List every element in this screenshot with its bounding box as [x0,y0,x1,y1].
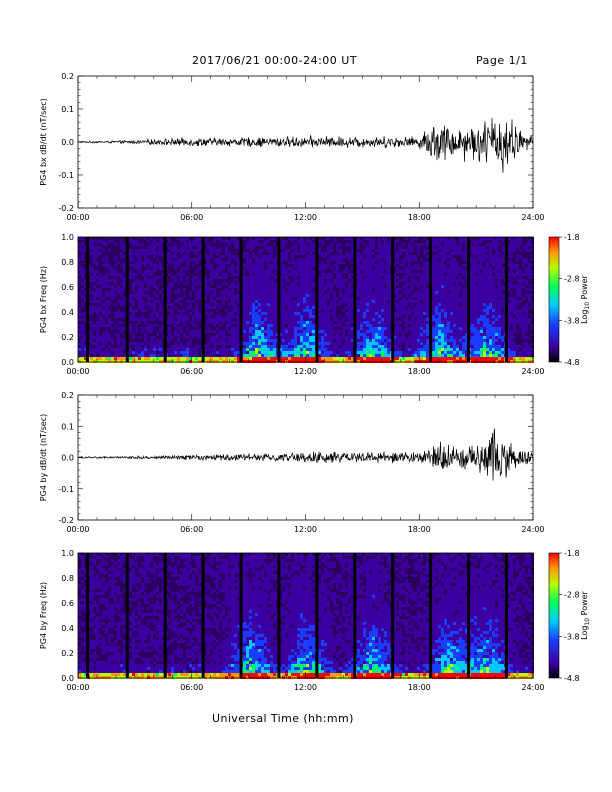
data-gap-stripe [125,237,129,362]
x-tick-label: 06:00 [180,683,203,692]
chart-panel-2: -1.8 -2.8 -3.8 -4.8 Log10 Power 1.0 0.8 0.6 0.4 0… [39,233,591,376]
colorbar-tick-label: -3.8 [564,316,580,325]
y-tick-label: 0.1 [61,105,74,114]
y-tick-label: 0.6 [61,599,74,608]
data-gap-stripe [201,553,205,678]
y-tick-label: -0.2 [58,516,74,525]
y-tick-label: 0.8 [61,574,74,583]
colorbar-tick-label: -3.8 [564,632,580,641]
data-gap-stripe [85,237,89,362]
data-gap-stripe [85,553,89,678]
x-tick-label: 06:00 [180,367,203,376]
x-tick-label: 12:00 [294,683,317,692]
colorbar-tick-label: -1.8 [564,233,580,242]
series-line [77,118,534,173]
data-gap-stripe [239,237,243,362]
data-gap-stripe [429,237,433,362]
data-gap-stripe [353,553,357,678]
y-tick-label: 0.8 [61,258,74,267]
colorbar [548,236,560,363]
spectrogram-cells [78,553,534,679]
series-line [77,428,534,481]
colorbar-label: Log10 Power [580,274,591,323]
x-tick-label: 00:00 [66,367,89,376]
y-tick-label: -0.1 [58,485,74,494]
data-gap-stripe [277,553,281,678]
data-gap-stripe [353,237,357,362]
colorbar-tick-label: -2.8 [564,591,580,600]
y-tick-label: 0.0 [61,138,74,147]
x-tick-label: 18:00 [408,213,431,222]
x-axis-title: Universal Time (hh:mm) [212,712,354,725]
colorbar [548,552,560,679]
data-gap-stripe [391,237,395,362]
y-axis-label: PG4 by dB/dt (nT/sec) [39,414,48,501]
data-gap-stripe [467,237,471,362]
y-tick-label: 1.0 [61,549,74,558]
data-gap-stripe [429,553,433,678]
data-gap-stripe [504,237,508,362]
x-tick-label: 12:00 [294,525,317,534]
y-tick-label: 0.6 [61,283,74,292]
data-gap-stripe [315,237,319,362]
data-gap-stripe [504,553,508,678]
x-tick-label: 00:00 [66,213,89,222]
colorbar-label: Log10 Power [580,590,591,639]
x-tick-label: 06:00 [180,213,203,222]
data-gap-stripe [391,553,395,678]
y-tick-label: 0.4 [61,624,74,633]
y-tick-label: 0.2 [61,72,74,81]
y-tick-label: 0.2 [61,333,74,342]
x-tick-label: 24:00 [521,525,544,534]
figure-title: 2017/06/21 00:00-24:00 UT [192,54,358,67]
y-tick-label: 0.2 [61,649,74,658]
y-tick-label: 0.0 [61,358,74,367]
data-gap-stripe [125,553,129,678]
x-tick-label: 24:00 [521,367,544,376]
page-indicator: Page 1/1 [476,54,528,67]
spectrogram-cells [78,237,534,363]
x-tick-label: 18:00 [408,367,431,376]
y-axis-label: PG4 bx Freq (Hz) [39,266,48,333]
y-tick-label: 0.0 [61,674,74,683]
colorbar-tick-label: -2.8 [564,275,580,284]
colorbar-tick-label: -4.8 [564,674,580,683]
data-gap-stripe [315,553,319,678]
x-tick-label: 12:00 [294,367,317,376]
y-tick-label: -0.2 [58,204,74,213]
x-tick-label: 12:00 [294,213,317,222]
chart-panel-1: 0.2 0.1 0.0 -0.1 -0.200:00 06:00 12:00 18:00 24:… [39,72,545,222]
colorbar-tick-label: -1.8 [564,549,580,558]
data-gap-stripe [163,553,167,678]
x-tick-label: 24:00 [521,213,544,222]
data-gap-stripe [201,237,205,362]
data-gap-stripe [163,237,167,362]
data-gap-stripe [467,553,471,678]
x-tick-label: 00:00 [66,525,89,534]
data-gap-stripe [239,553,243,678]
x-tick-label: 18:00 [408,683,431,692]
y-tick-label: 1.0 [61,233,74,242]
x-tick-label: 00:00 [66,683,89,692]
y-tick-label: 0.1 [61,422,74,431]
y-tick-label: -0.1 [58,171,74,180]
chart-panel-3: 0.2 0.1 0.0 -0.1 -0.200:00 06:00 12:00 18:00 24:… [39,391,545,534]
x-tick-label: 18:00 [408,525,431,534]
y-tick-label: 0.0 [61,454,74,463]
data-gap-stripe [277,237,281,362]
x-tick-label: 06:00 [180,525,203,534]
chart-panel-4: -1.8 -2.8 -3.8 -4.8 Log10 Power 1.0 0.8 0.6 0.4 0… [39,549,591,692]
colorbar-tick-label: -4.8 [564,358,580,367]
y-tick-label: 0.2 [61,391,74,400]
y-tick-label: 0.4 [61,308,74,317]
y-axis-label: PG4 bx dB/dt (nT/sec) [39,98,48,185]
x-tick-label: 24:00 [521,683,544,692]
y-axis-label: PG4 by Freq (Hz) [39,582,48,649]
